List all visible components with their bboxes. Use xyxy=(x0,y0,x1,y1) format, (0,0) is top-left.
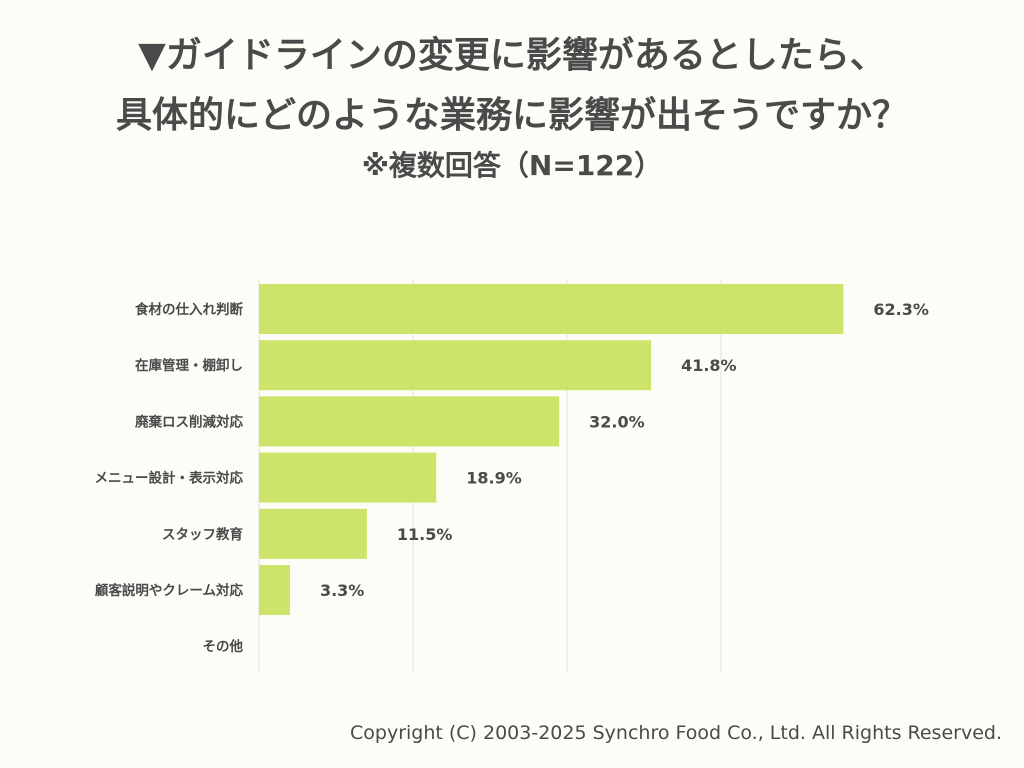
bars xyxy=(259,284,844,615)
data-label: 11.5% xyxy=(397,525,453,544)
bar xyxy=(259,340,652,391)
category-label: メニュー設計・表示対応 xyxy=(95,470,244,487)
category-label: その他 xyxy=(203,638,244,655)
data-label: 3.3% xyxy=(320,581,364,600)
category-label: 廃棄ロス削減対応 xyxy=(135,413,243,430)
labels: 食材の仕入れ判断 62.3% 在庫管理・棚卸し 41.8% 廃棄ロス削減対応 32.0% メ… xyxy=(95,300,929,655)
category-label: 在庫管理・棚卸し xyxy=(135,357,243,374)
chart-subtitle: ※複数回答（N=122） xyxy=(361,149,663,182)
category-label: 顧客説明やクレーム対応 xyxy=(95,582,244,599)
data-label: 62.3% xyxy=(873,300,929,319)
category-label: スタッフ教育 xyxy=(162,526,243,543)
chart-title-line-2: 具体的にどのような業務に影響が出そうですか？ xyxy=(115,95,908,136)
chart-title-line-1: ▼ガイドラインの変更に影響があるとしたら、 xyxy=(138,35,886,76)
bar xyxy=(259,565,290,615)
category-label: 食材の仕入れ判断 xyxy=(135,301,243,318)
data-label: 41.8% xyxy=(681,356,737,375)
bar xyxy=(259,452,437,503)
data-label: 32.0% xyxy=(589,412,645,431)
copyright-notice: Copyright (C) 2003-2025 Synchro Food Co.… xyxy=(350,722,1002,744)
bar xyxy=(259,396,560,447)
data-label: 18.9% xyxy=(466,469,522,488)
bar xyxy=(259,508,367,559)
bar xyxy=(259,284,844,334)
